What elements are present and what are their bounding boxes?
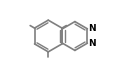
Text: N: N [88,39,96,48]
Text: N: N [88,24,96,33]
